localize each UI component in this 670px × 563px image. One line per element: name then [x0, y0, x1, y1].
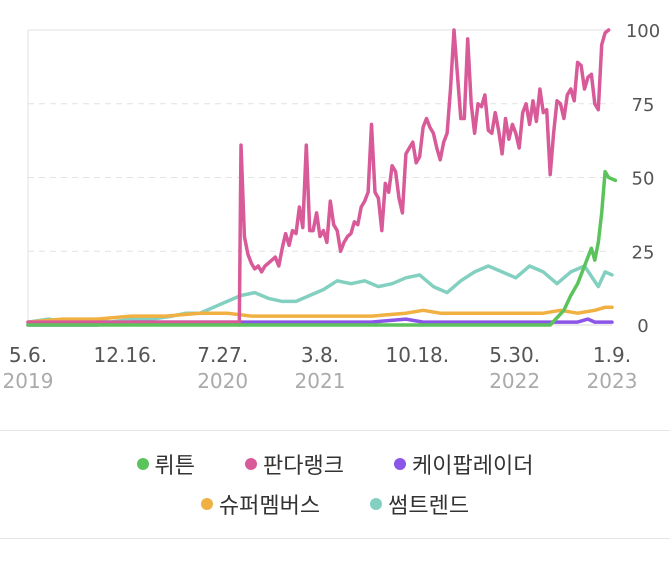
legend-dot-icon: [245, 458, 258, 470]
legend: 뤼튼 판다랭크 케이팝레이더 슈퍼멤버스 썸트렌드: [0, 448, 670, 520]
y-tick-label: 25: [632, 242, 655, 263]
x-tick-year: 2019: [3, 369, 54, 393]
x-tick-label: 3.8.: [301, 343, 339, 367]
legend-dot-icon: [394, 458, 406, 470]
legend-dot-icon: [200, 498, 213, 510]
series-line: [26, 28, 611, 327]
x-tick-year: 2020: [197, 369, 248, 393]
x-tick-year: 2022: [489, 369, 540, 393]
x-tick-label: 5.30.: [489, 343, 540, 367]
legend-item-sometrend[interactable]: 썸트렌드: [370, 488, 469, 520]
grid-lines: [27, 29, 612, 326]
legend-dot-icon: [136, 458, 149, 470]
x-tick-year: 2023: [587, 369, 638, 393]
legend-item-pandarank[interactable]: 판다랭크: [245, 448, 344, 480]
x-tick-label: 1.9.: [593, 343, 631, 367]
y-tick-label: 100: [626, 21, 660, 42]
x-tick-label: 12.16.: [94, 343, 158, 367]
legend-item-wrtn[interactable]: 뤼튼: [136, 448, 196, 480]
legend-dot-icon: [370, 498, 383, 510]
legend-item-supermembers[interactable]: 슈퍼멤버스: [200, 488, 321, 520]
legend-item-kpopradar[interactable]: 케이팝레이더: [394, 448, 533, 480]
legend-label: 슈퍼멤버스: [218, 494, 321, 519]
series-line: [26, 169, 618, 327]
series-line: [26, 305, 614, 324]
x-tick-year: 2021: [295, 369, 346, 393]
legend-label: 판다랭크: [263, 454, 344, 479]
legend-label: 케이팝레이더: [412, 454, 534, 479]
y-tick-label: 50: [632, 169, 655, 190]
legend-label: 썸트렌드: [388, 494, 470, 519]
legend-bottom-divider: [0, 538, 670, 539]
x-tick-label: 7.27.: [197, 343, 248, 367]
y-axis: 0 25 50 75 100: [626, 21, 660, 337]
y-tick-label: 0: [637, 316, 648, 337]
legend-top-divider: [0, 430, 670, 431]
series-layer: [26, 28, 618, 327]
legend-row-2: 슈퍼멤버스 썸트렌드: [200, 488, 469, 520]
x-tick-label: 5.6.: [9, 343, 47, 367]
legend-label: 뤼튼: [154, 454, 196, 479]
x-tick-label: 10.18.: [386, 343, 450, 367]
x-axis: 5.6.2019 12.16. 7.27.2020 3.8.2021 10.18. 5.3…: [3, 343, 638, 393]
legend-row-1: 뤼튼 판다랭크 케이팝레이더: [136, 448, 533, 480]
y-tick-label: 75: [632, 95, 655, 116]
